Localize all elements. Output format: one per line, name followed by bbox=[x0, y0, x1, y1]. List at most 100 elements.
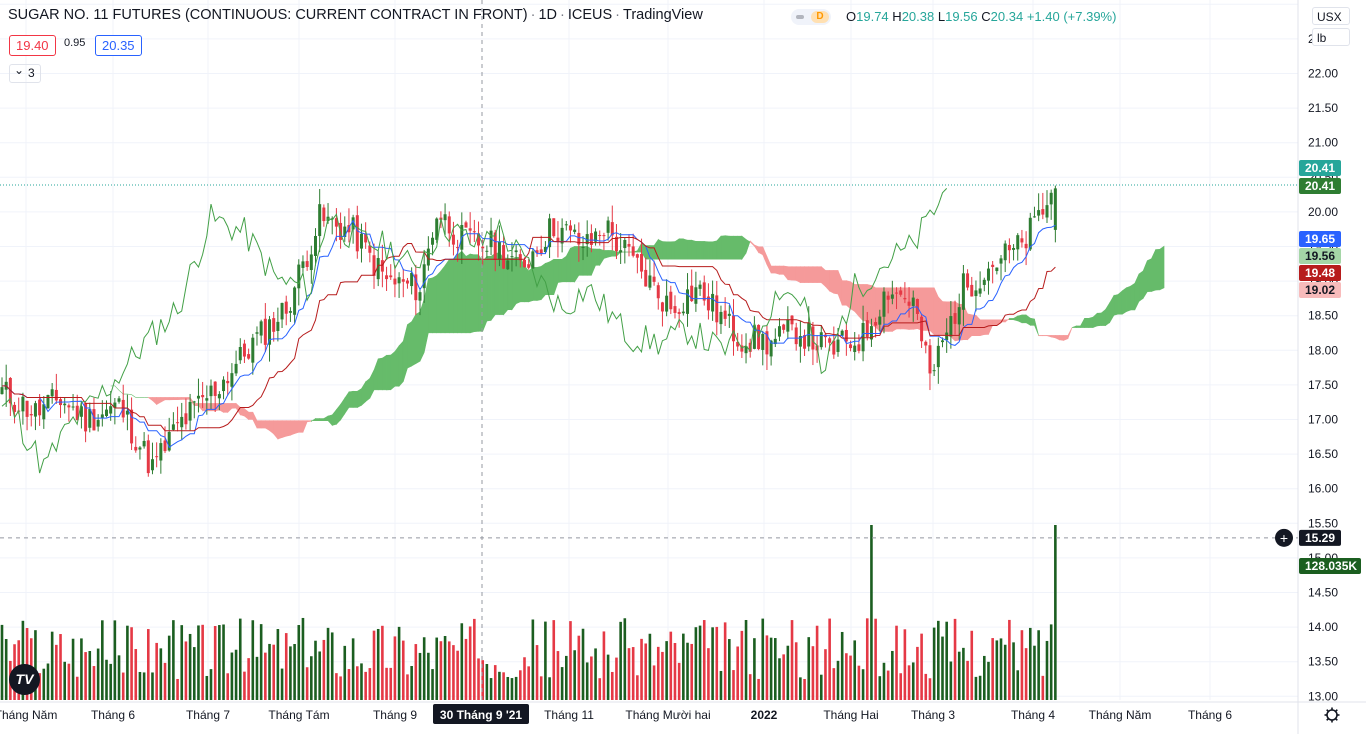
cloud-segment bbox=[423, 278, 429, 353]
volume-bar bbox=[489, 678, 493, 700]
candle-body bbox=[502, 245, 506, 269]
volume-bar bbox=[744, 619, 748, 700]
candle-body bbox=[527, 264, 531, 268]
volume-bar bbox=[67, 663, 71, 700]
cloud-segment bbox=[929, 287, 935, 336]
cloud-segment bbox=[892, 287, 897, 332]
candle-body bbox=[242, 343, 246, 357]
volume-bar bbox=[376, 628, 380, 700]
tradingview-logo-icon[interactable]: TV bbox=[9, 664, 40, 695]
sell-button[interactable]: 19.40 bbox=[9, 35, 56, 56]
tenkan-badge: 19.65 bbox=[1305, 232, 1335, 246]
candle-body bbox=[138, 447, 142, 450]
candle-body bbox=[142, 440, 146, 447]
symbol-name[interactable]: SUGAR NO. 11 FUTURES (CONTINUOUS: CURREN… bbox=[8, 7, 528, 23]
candle-body bbox=[347, 225, 351, 233]
candle-body bbox=[623, 240, 627, 249]
volume-bar bbox=[230, 652, 234, 700]
candle-body bbox=[535, 250, 539, 254]
candle-body bbox=[405, 280, 409, 284]
volume-bar bbox=[627, 648, 631, 700]
candle-body bbox=[849, 344, 853, 349]
cloud-segment bbox=[674, 238, 680, 260]
crosshair-price-badge: 15.29 bbox=[1305, 531, 1335, 545]
cloud-segment bbox=[1117, 290, 1123, 315]
price-axis[interactable]: 13.0013.5014.0014.5015.0015.5016.0016.50… bbox=[1297, 0, 1338, 734]
candle-body bbox=[163, 440, 167, 452]
volume-bar bbox=[339, 676, 342, 700]
candle-body bbox=[907, 301, 911, 306]
market-status-badge[interactable]: D bbox=[791, 9, 831, 25]
cloud-segment bbox=[1050, 335, 1056, 339]
cloud-segment bbox=[265, 420, 270, 432]
volume-bar bbox=[447, 641, 451, 700]
candle-body bbox=[13, 404, 17, 412]
buy-button[interactable]: 20.35 bbox=[95, 35, 142, 56]
cloud-segment bbox=[156, 397, 162, 406]
currency-select[interactable]: USX bbox=[1312, 7, 1350, 25]
volume-bar bbox=[88, 651, 92, 700]
candle-body bbox=[355, 215, 359, 252]
candle-body bbox=[690, 285, 694, 302]
candle-body bbox=[640, 253, 644, 272]
cloud-segment bbox=[611, 250, 617, 257]
volume-bar bbox=[661, 651, 664, 700]
volume-bar bbox=[1003, 644, 1007, 700]
candle-body bbox=[915, 298, 919, 314]
candle-body bbox=[96, 420, 100, 427]
volume-bar bbox=[105, 659, 108, 700]
indicators-toggle[interactable]: ⌄ 3 bbox=[9, 63, 41, 83]
candle-body bbox=[422, 264, 426, 289]
volume-bar bbox=[907, 665, 911, 700]
volume-bar bbox=[226, 673, 230, 700]
cloud-segment bbox=[373, 358, 379, 391]
candle-body bbox=[255, 332, 259, 334]
candle-body bbox=[180, 416, 184, 428]
y-tick-label: 17.50 bbox=[1308, 378, 1338, 392]
candle-body bbox=[234, 363, 238, 374]
cloud-segment bbox=[1004, 317, 1010, 323]
volume-bar bbox=[878, 676, 882, 700]
cloud-segment bbox=[281, 420, 287, 438]
candle-body bbox=[268, 319, 272, 345]
candle-body bbox=[999, 258, 1003, 264]
volume-badge: 128.035K bbox=[1305, 559, 1357, 573]
candle-body bbox=[836, 339, 840, 352]
volume-bar bbox=[42, 668, 46, 700]
x-tick-label: Tháng 6 bbox=[1188, 708, 1232, 722]
unit-select[interactable]: lb bbox=[1312, 28, 1350, 46]
candle-body bbox=[819, 332, 823, 348]
gear-tooth bbox=[1334, 709, 1338, 713]
volume-bar bbox=[819, 674, 823, 700]
add-alert-plus: + bbox=[1280, 530, 1288, 546]
time-axis[interactable]: Tháng Năm Tháng 6 Tháng 7 Tháng Tám Tháng 9 T… bbox=[0, 701, 1366, 723]
cloud-segment bbox=[394, 344, 400, 387]
cloud-segment bbox=[356, 388, 362, 408]
candle-body bbox=[514, 250, 518, 253]
volume-bar bbox=[761, 618, 765, 700]
kijun-badge-bg bbox=[1299, 265, 1341, 281]
price-badges: 20.41 20.41 19.65 19.56 19.48 19.02 15.29 128.0… bbox=[1299, 160, 1361, 574]
volume-bar bbox=[268, 643, 271, 700]
volume-bar bbox=[46, 663, 50, 700]
volume-bar bbox=[690, 643, 693, 700]
cloud-segment bbox=[173, 397, 178, 401]
cloud-segment bbox=[975, 314, 981, 336]
cloud-segment bbox=[256, 420, 262, 429]
volume-bar bbox=[305, 667, 309, 700]
volume-bar bbox=[669, 631, 673, 700]
volume-bar bbox=[765, 635, 769, 700]
cloud-segment bbox=[749, 240, 755, 247]
volume-bar bbox=[0, 624, 4, 700]
cloud-segment bbox=[1080, 318, 1085, 328]
cloud-segment bbox=[474, 254, 479, 332]
volume-bar bbox=[928, 678, 932, 700]
interval[interactable]: 1D bbox=[538, 7, 557, 23]
candle-body bbox=[961, 273, 965, 310]
volume-bar bbox=[527, 666, 530, 700]
candle-body bbox=[995, 267, 999, 272]
candle-body bbox=[686, 289, 690, 314]
candle-body bbox=[497, 241, 501, 260]
crosshair-date-badge bbox=[433, 704, 529, 724]
